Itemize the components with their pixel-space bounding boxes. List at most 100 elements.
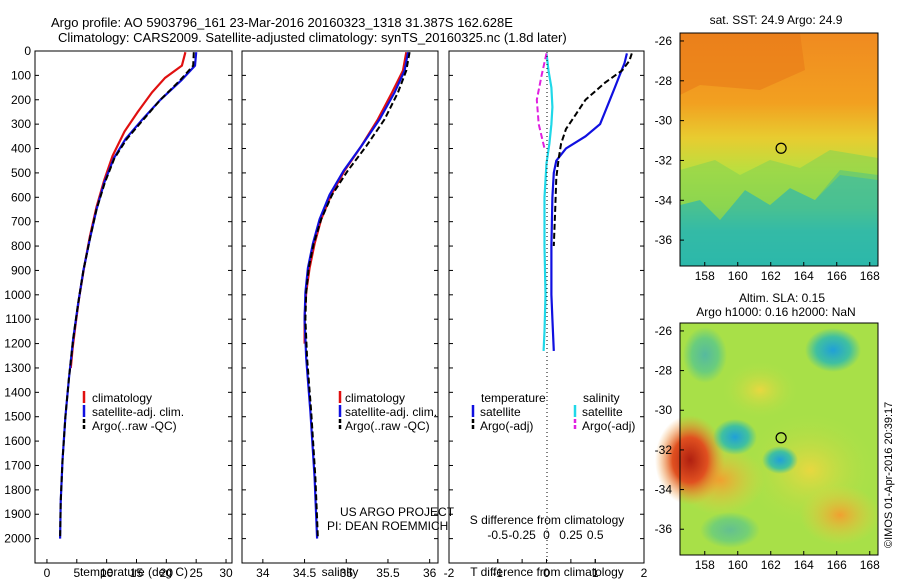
map-x-tick-label: 164 [794, 558, 814, 572]
legend-header-temperature: temperature [481, 391, 546, 405]
map-y-tick-label: -34 [655, 193, 673, 207]
map-x-tick-label: 158 [695, 558, 715, 572]
x-tick-label: 36 [423, 566, 437, 580]
y-tick-label: 1300 [4, 361, 31, 375]
map-x-tick-label: 160 [728, 558, 748, 572]
map-y-tick-label: -32 [655, 443, 673, 457]
y-tick-label: 0 [24, 44, 31, 58]
x-tick-label: 15 [130, 566, 144, 580]
series-line-climatology [69, 51, 187, 369]
map-x-tick-label: 166 [827, 269, 847, 283]
y-tick-label: 1900 [4, 507, 31, 521]
salinity-series [303, 51, 411, 539]
sla-cold-eddy [713, 419, 757, 455]
temperature-xlabel: temperature (deg C) [80, 565, 188, 579]
map-y-tick-label: -32 [655, 153, 673, 167]
x-tick-label: 2 [641, 566, 648, 580]
sla-map [655, 322, 880, 556]
sla-map-frame [679, 322, 879, 556]
x-tick-label: 25 [190, 566, 204, 580]
x2-tick-label: 0.5 [587, 528, 604, 542]
sst-warm-patch [680, 33, 805, 95]
sst-argo-marker [775, 142, 787, 154]
map-x-tick-label: 162 [761, 558, 781, 572]
y-tick-label: 1800 [4, 483, 31, 497]
map-y-tick-label: -30 [655, 114, 673, 128]
x-tick-label: 5 [73, 566, 80, 580]
sla-cold-eddy [700, 512, 760, 548]
project-annotation-line-1: US ARGO PROJECT [340, 505, 455, 519]
difference-series [535, 53, 633, 351]
sst-map-frame [679, 32, 879, 267]
difference-x2label: S difference from climatology [470, 513, 625, 527]
salinity-xlabel: salinity [322, 565, 359, 579]
map-x-tick-label: 160 [728, 269, 748, 283]
map-x-tick-label: 168 [860, 269, 880, 283]
y-tick-label: 800 [11, 239, 31, 253]
y-tick-label: 600 [11, 190, 31, 204]
legend-label-climatology: climatology [92, 391, 152, 405]
map-x-tick-label: 162 [761, 269, 781, 283]
map-x-tick-label: 164 [794, 269, 814, 283]
map-x-tick-label: 168 [860, 558, 880, 572]
y-tick-label: 1000 [4, 288, 31, 302]
legend-label-climatology: climatology [345, 391, 405, 405]
sst-green-band [680, 150, 878, 220]
map-y-tick-label: -30 [655, 403, 673, 417]
x-tick-label: 1 [592, 566, 599, 580]
header-line-2: Climatology: CARS2009. Satellite-adjuste… [58, 30, 567, 45]
x-tick-label: 10 [100, 566, 114, 580]
legend-label-sal-argo: Argo(-adj) [582, 419, 635, 433]
legend-header-salinity: salinity [583, 391, 620, 405]
x-tick-label: 34.5 [293, 566, 317, 580]
x-tick-label: 20 [160, 566, 174, 580]
legend-label-sal-satellite: satellite [582, 405, 623, 419]
series-line-argo-raw-qc- [304, 52, 411, 539]
map-y-tick-label: -26 [655, 324, 673, 338]
sla-cold-eddy [805, 328, 861, 372]
legend-label-temp-satellite: satellite [480, 405, 521, 419]
x-tick-label: 0 [44, 566, 51, 580]
x2-tick-label: -0.5 [487, 528, 508, 542]
map-x-tick-label: 158 [695, 269, 715, 283]
x-tick-label: 0 [543, 566, 550, 580]
y-tick-label: 1500 [4, 410, 31, 424]
difference-panel-frame [448, 50, 645, 564]
sst-cool-front [680, 170, 878, 266]
y-tick-label: 1100 [5, 312, 31, 326]
map-y-tick-label: -36 [655, 233, 673, 247]
difference-legend: temperature salinity satellite Argo(-adj… [471, 391, 635, 433]
y-tick-label: 900 [11, 263, 31, 277]
map-axis-ticks: 158 160 162 164 166 168 -26 -28 -30 -32 -34 -36 158 1… [655, 34, 880, 572]
x2-tick-label: -0.25 [508, 528, 536, 542]
map-y-tick-label: -28 [655, 364, 673, 378]
map-y-tick-label: -26 [655, 34, 673, 48]
y-tick-label: 2000 [4, 532, 31, 546]
salinity-legend: climatology satellite-adj. clim. Argo(..… [338, 391, 437, 433]
salinity-panel-frame [241, 50, 439, 564]
y-tick-label: 100 [11, 68, 31, 82]
x-tick-label: -1 [492, 566, 503, 580]
x-tick-label: 34 [256, 566, 270, 580]
sla-warm-eddy [655, 415, 725, 505]
series-line-argo-raw-qc- [59, 52, 195, 539]
map-y-tick-label: -34 [655, 483, 673, 497]
series-line-argo-adj- [552, 53, 633, 247]
legend-label-argo: Argo(..raw -QC) [92, 419, 177, 433]
project-annotation-line-2: PI: DEAN ROEMMICH [327, 519, 448, 533]
temperature-series [59, 51, 198, 539]
sla-argo-marker [775, 432, 787, 444]
series-line-satellite [550, 53, 628, 351]
legend-label-argo: Argo(..raw -QC) [345, 419, 430, 433]
sla-orange-patch [800, 485, 880, 545]
sla-yellow-patch [720, 360, 800, 420]
temperature-panel-frame [34, 50, 233, 564]
map-y-tick-label: -28 [655, 74, 673, 88]
series-line-argo-adj- [535, 53, 548, 149]
x-tick-label: -2 [444, 566, 455, 580]
series-line-satellite-adj-clim- [303, 51, 410, 539]
y-tick-label: 400 [11, 142, 31, 156]
y-tick-label: 1200 [4, 337, 31, 351]
map-x-tick-label: 166 [827, 558, 847, 572]
